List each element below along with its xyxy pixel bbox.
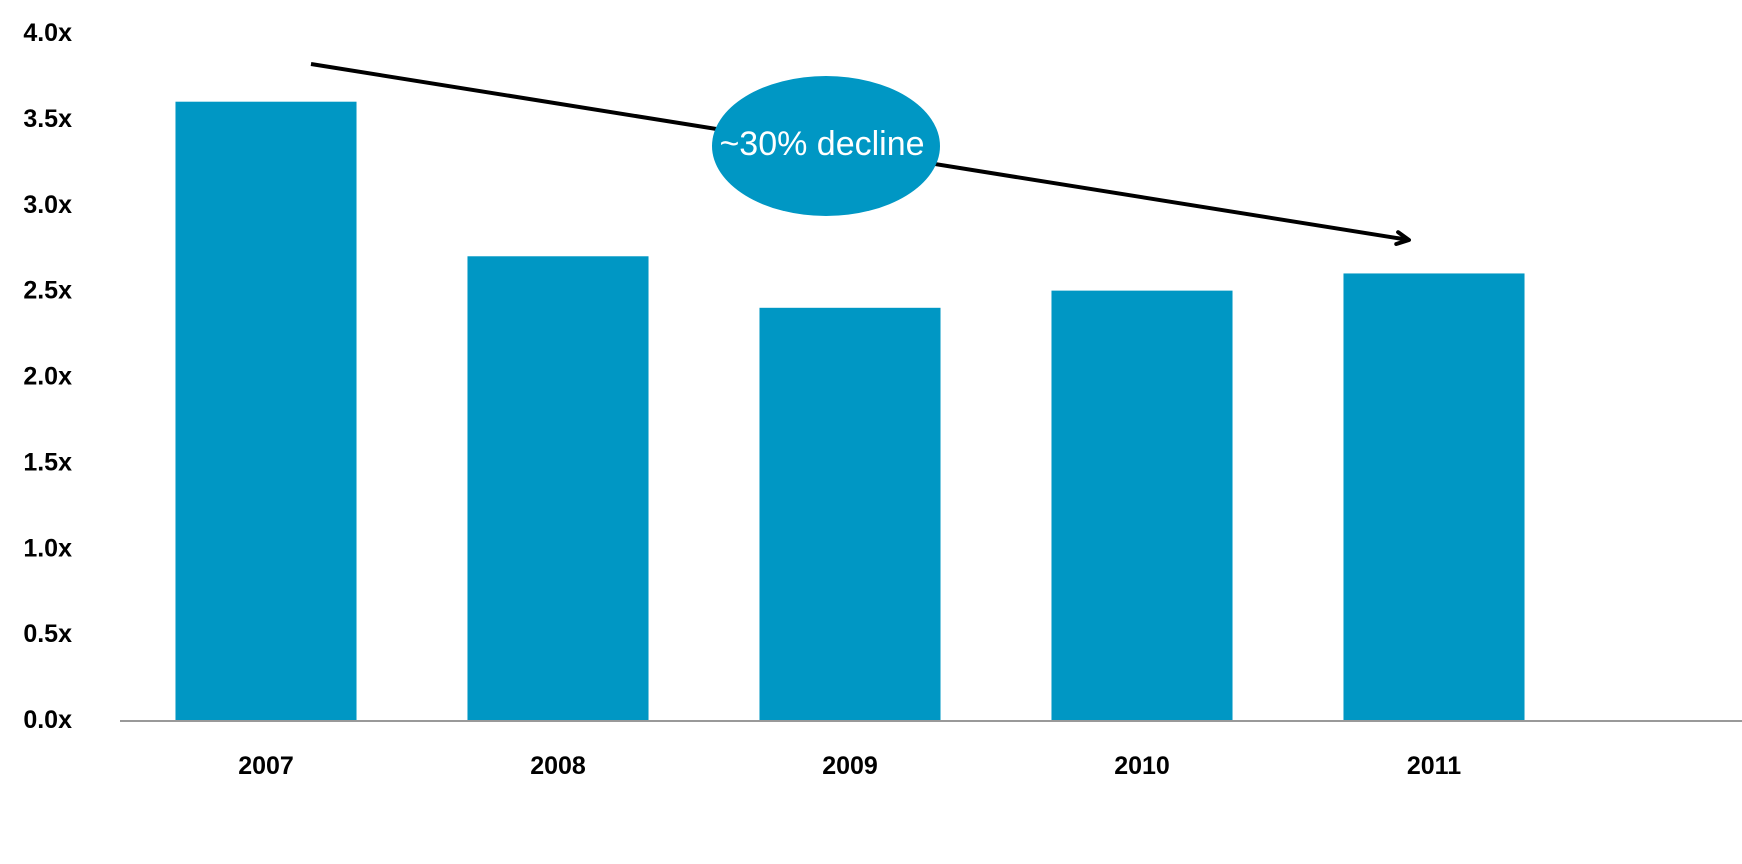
y-tick-label: 1.5x [23, 448, 72, 476]
x-tick-label: 2010 [1114, 752, 1170, 780]
y-axis-ticks: 0.0x 0.5x 1.0x 1.5x 2.0x 2.5x 3.0x 3.5x 4.0x [23, 19, 72, 734]
x-tick-label: 2007 [238, 752, 294, 780]
x-tick-label: 2009 [822, 752, 878, 780]
x-tick-label: 2008 [530, 752, 586, 780]
bar-2008 [467, 256, 649, 720]
annotation-bubble [712, 76, 940, 216]
decline-annotation: ~30% decline [310, 62, 1411, 247]
y-tick-label: 3.0x [23, 191, 72, 219]
annotation-text: ~30% decline [719, 125, 924, 163]
y-tick-label: 2.5x [23, 277, 72, 305]
bar-2007 [175, 101, 357, 720]
x-tick-label: 2011 [1407, 752, 1461, 780]
y-tick-label: 3.5x [23, 105, 72, 133]
y-tick-label: 1.0x [23, 534, 72, 562]
bars [175, 101, 1525, 720]
x-axis-ticks: 2007 2008 2009 2010 2011 [238, 752, 1461, 780]
y-tick-label: 2.0x [23, 363, 72, 391]
bar-2011 [1343, 273, 1525, 720]
bar-2010 [1051, 290, 1233, 720]
y-tick-label: 0.5x [23, 620, 72, 648]
y-tick-label: 4.0x [23, 19, 72, 47]
bar-2009 [759, 307, 941, 720]
y-tick-label: 0.0x [23, 706, 72, 734]
